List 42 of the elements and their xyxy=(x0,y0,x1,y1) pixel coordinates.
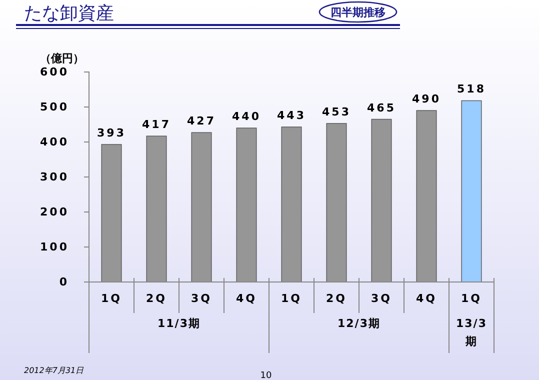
text: 11/3期 xyxy=(158,317,200,330)
y-tick-label: 400 xyxy=(40,136,69,149)
y-tick-label: 300 xyxy=(40,170,69,184)
x-tick-label: 3Q xyxy=(190,292,212,305)
y-tick-label: 200 xyxy=(40,206,69,219)
x-tick-label: 4Q xyxy=(416,292,438,305)
bar xyxy=(461,100,482,282)
x-tick-label: 1Q xyxy=(280,292,302,305)
data-label: 393 xyxy=(97,126,126,140)
y-tick-label: 0 xyxy=(59,276,69,289)
data-label: 440 xyxy=(232,110,261,123)
text: 2012年7月31日 xyxy=(24,366,85,375)
x-tick-label: 2Q xyxy=(326,292,348,305)
bar xyxy=(236,128,257,282)
data-label: 465 xyxy=(367,101,396,114)
y-tick-label: 100 xyxy=(40,240,69,254)
data-label: 518 xyxy=(457,82,486,96)
x-tick-label: 3Q xyxy=(370,292,392,305)
data-label: 417 xyxy=(142,118,171,132)
x-tick-label: 1Q xyxy=(100,292,122,305)
text: 13/3期 xyxy=(456,317,487,348)
x-tick-label: 2Q xyxy=(146,292,168,305)
text: 12/3期 xyxy=(338,317,380,330)
chart-title: たな卸資産 xyxy=(24,3,114,24)
bar xyxy=(326,123,347,282)
data-label: 427 xyxy=(187,114,216,128)
y-tick-label: 500 xyxy=(40,100,69,114)
bar xyxy=(416,110,437,282)
data-label: 443 xyxy=(277,108,306,122)
x-tick-label: 4Q xyxy=(236,292,258,305)
y-axis-title: （億円） xyxy=(40,52,84,65)
y-tick-label: 600 xyxy=(40,66,69,79)
text: 四半期推移 xyxy=(330,6,386,19)
x-tick-label: 1Q xyxy=(460,292,482,305)
data-label: 490 xyxy=(412,92,441,106)
bar xyxy=(371,118,392,282)
bar xyxy=(101,144,122,282)
bar xyxy=(281,126,302,282)
text: 10 xyxy=(260,371,272,380)
data-label: 453 xyxy=(322,105,351,118)
bar xyxy=(191,132,212,282)
bar xyxy=(146,136,167,282)
